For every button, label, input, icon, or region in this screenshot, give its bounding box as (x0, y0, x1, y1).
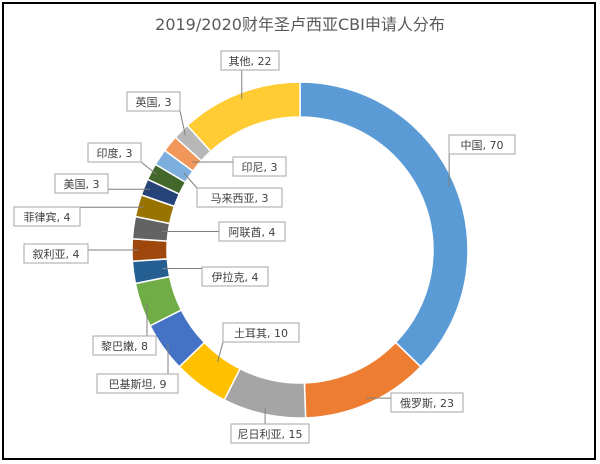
data-label-巴基斯坦: 巴基斯坦, 9 (96, 373, 179, 394)
data-label-text: 巴基斯坦, 9 (109, 377, 167, 391)
chart-title: 2019/2020财年圣卢西亚CBI申请人分布 (155, 15, 445, 34)
data-label-印尼: 印尼, 3 (232, 156, 287, 177)
data-label-text: 俄罗斯, 23 (400, 397, 454, 410)
data-label-俄罗斯: 俄罗斯, 23 (390, 392, 464, 413)
data-label-text: 阿联酋, 4 (229, 225, 276, 239)
data-label-text: 叙利亚, 4 (33, 247, 80, 261)
data-label-box (87, 142, 142, 163)
data-label-阿联酋: 阿联酋, 4 (218, 221, 286, 242)
data-label-box (232, 156, 287, 177)
data-label-box (201, 266, 269, 287)
data-label-菲律宾: 菲律宾, 4 (13, 206, 81, 227)
slice-中国 (299, 81, 469, 368)
data-label-尼日利亚: 尼日利亚, 15 (230, 423, 310, 444)
donut-slices (131, 81, 469, 419)
data-label-text: 美国, 3 (64, 178, 100, 191)
data-label-黎巴嫩: 黎巴嫩, 8 (92, 335, 157, 356)
data-label-box (13, 206, 81, 227)
leader-line-马来西亚 (183, 172, 198, 189)
data-label-text: 英国, 3 (136, 95, 172, 109)
data-label-text: 马来西亚, 3 (211, 192, 269, 205)
data-label-其他: 其他, 22 (220, 50, 280, 71)
data-label-美国: 美国, 3 (54, 173, 109, 194)
data-label-box (54, 173, 109, 194)
data-label-box (23, 243, 89, 264)
data-label-text: 伊拉克, 4 (212, 270, 259, 284)
data-label-box (220, 50, 280, 71)
label-leaders (80, 70, 450, 424)
data-label-马来西亚: 马来西亚, 3 (196, 187, 283, 208)
data-label-叙利亚: 叙利亚, 4 (23, 243, 89, 264)
data-label-印度: 印度, 3 (87, 142, 142, 163)
data-label-text: 土耳其, 10 (234, 327, 288, 340)
leader-line-印度 (140, 161, 157, 175)
data-label-土耳其: 土耳其, 10 (222, 322, 300, 343)
data-label-text: 中国, 70 (461, 139, 504, 152)
data-label-box (448, 134, 516, 155)
leader-line-英国 (179, 110, 186, 136)
data-label-box (230, 423, 310, 444)
data-labels: 中国, 70 俄罗斯, 23 尼日利亚, 15 土耳其, 10 巴基斯坦, 9 黎巴嫩, … (13, 50, 516, 444)
data-label-英国: 英国, 3 (126, 91, 181, 112)
data-label-text: 尼日利亚, 15 (238, 428, 303, 441)
data-label-box (222, 322, 300, 343)
data-label-text: 印度, 3 (97, 146, 133, 160)
slice-其他 (186, 81, 301, 153)
data-label-text: 印尼, 3 (242, 161, 278, 174)
data-label-text: 菲律宾, 4 (24, 210, 71, 224)
data-label-text: 黎巴嫩, 8 (101, 339, 148, 353)
data-label-box (126, 91, 181, 112)
data-label-box (92, 335, 157, 356)
data-label-box (218, 221, 286, 242)
data-label-中国: 中国, 70 (448, 134, 516, 155)
data-label-box (96, 373, 179, 394)
leader-line-土耳其 (217, 341, 224, 363)
data-label-box (196, 187, 283, 208)
data-label-伊拉克: 伊拉克, 4 (201, 266, 269, 287)
data-label-text: 其他, 22 (229, 55, 272, 68)
data-label-box (390, 392, 464, 413)
